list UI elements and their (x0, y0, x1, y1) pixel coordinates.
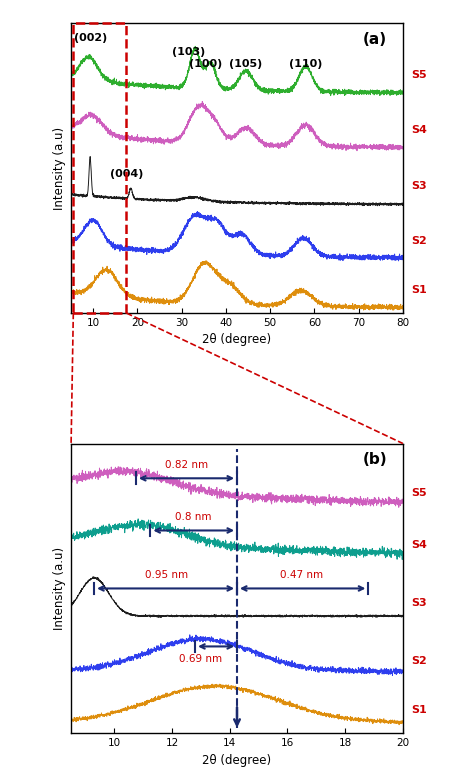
Text: (a): (a) (363, 32, 387, 47)
Text: S4: S4 (411, 540, 428, 550)
Text: S1: S1 (412, 285, 428, 295)
Text: S3: S3 (411, 598, 427, 608)
Text: S4: S4 (412, 125, 428, 135)
Text: (100): (100) (190, 59, 223, 69)
Text: 0.69 nm: 0.69 nm (179, 654, 222, 664)
Y-axis label: Intensity (a.u): Intensity (a.u) (53, 547, 65, 630)
Text: (004): (004) (109, 169, 143, 179)
Text: S2: S2 (411, 656, 427, 666)
Text: 0.8 nm: 0.8 nm (175, 512, 212, 522)
X-axis label: 2θ (degree): 2θ (degree) (202, 334, 272, 347)
Text: 0.82 nm: 0.82 nm (165, 459, 208, 469)
Text: (110): (110) (289, 59, 322, 69)
Text: S1: S1 (411, 705, 427, 715)
Text: S5: S5 (411, 488, 427, 498)
Text: S5: S5 (412, 70, 428, 80)
Text: (b): (b) (363, 452, 388, 467)
Y-axis label: Intensity (a.u): Intensity (a.u) (53, 127, 65, 210)
Text: (103): (103) (172, 47, 205, 57)
Text: (002): (002) (74, 32, 108, 42)
Text: S2: S2 (412, 235, 428, 245)
Text: 0.47 nm: 0.47 nm (280, 570, 323, 580)
Bar (73, 23, 127, 313)
Text: S3: S3 (412, 181, 428, 191)
Text: 0.95 nm: 0.95 nm (145, 570, 188, 580)
X-axis label: 2θ (degree): 2θ (degree) (202, 753, 272, 767)
Text: (105): (105) (229, 59, 263, 69)
